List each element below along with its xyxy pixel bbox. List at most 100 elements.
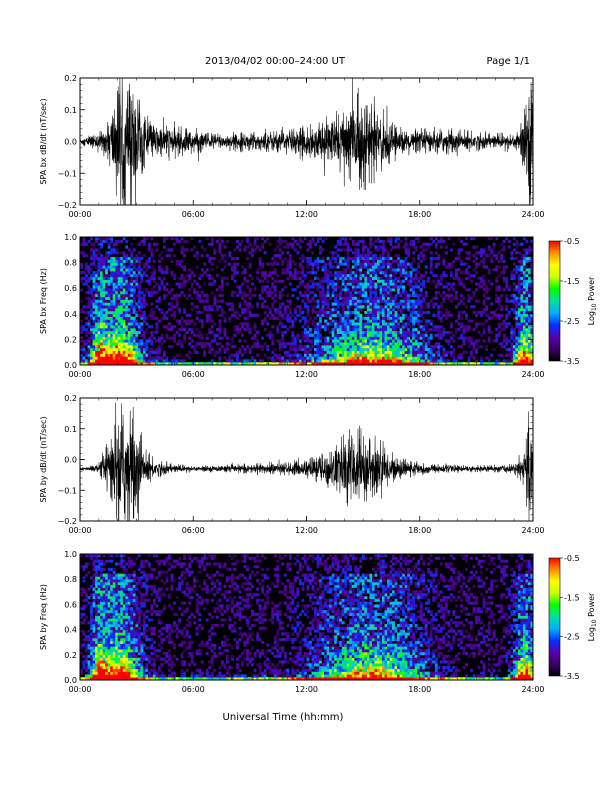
spectrogram-cell	[366, 271, 370, 275]
spectrogram-cell	[482, 262, 486, 266]
spectrogram-cell	[371, 262, 375, 266]
spectrogram-cell	[115, 305, 119, 309]
spectrogram-cell	[477, 282, 481, 286]
spectrogram-cell	[97, 276, 101, 280]
spectrogram-cell	[389, 347, 393, 352]
spectrogram-cell	[283, 256, 287, 261]
spectrogram-cell	[404, 356, 408, 360]
spectrogram-cell	[487, 356, 491, 360]
spectrogram-cell	[344, 237, 348, 241]
spectrogram-cell	[120, 288, 124, 292]
spectrogram-cell	[137, 339, 141, 343]
spectrogram-cell	[449, 330, 453, 335]
spectrogram-cell	[100, 299, 103, 303]
spectrogram-cell	[371, 268, 375, 272]
spectrogram-cell	[530, 359, 534, 363]
spectrogram-cell	[374, 262, 378, 266]
spectrogram-cell	[314, 336, 317, 340]
spectrogram-cell	[389, 328, 393, 332]
spectrogram-cell	[110, 328, 114, 332]
spectrogram-cell	[344, 362, 348, 366]
spectrogram-cell	[356, 356, 360, 360]
spectrogram-cell	[376, 256, 380, 261]
spectrogram-cell	[158, 308, 161, 312]
spectrogram-cell	[457, 345, 461, 349]
spectrogram-cell	[306, 248, 310, 252]
spectrogram-cell	[334, 322, 337, 326]
spectrogram-cell	[228, 308, 232, 312]
spectrogram-cell	[127, 308, 131, 312]
spectrogram-cell	[115, 302, 119, 306]
spectrogram-cell	[477, 339, 481, 343]
spectrogram-cell	[210, 239, 214, 243]
spectrogram-cell	[424, 302, 428, 306]
spectrogram-cell	[387, 310, 390, 315]
spectrogram-cell	[480, 322, 483, 326]
spectrogram-cell	[472, 273, 476, 278]
spectrogram-cell	[117, 251, 121, 255]
spectrogram-cell	[220, 313, 224, 317]
spectrogram-cell	[397, 256, 400, 261]
spectrogram-cell	[460, 262, 463, 266]
spectrogram-cell	[394, 350, 398, 354]
spectrogram-cell	[110, 313, 114, 317]
spectrogram-cell	[326, 356, 330, 360]
spectrogram-cell	[387, 276, 390, 280]
spectrogram-cell	[339, 313, 343, 317]
spectrogram-cell	[110, 265, 114, 269]
spectrogram-cell	[286, 259, 290, 263]
spectrogram-cell	[480, 362, 483, 366]
spectrogram-cell	[293, 347, 297, 352]
spectrogram-cell	[497, 259, 501, 263]
spectrogram-cell	[120, 339, 124, 343]
spectrogram-cell	[520, 288, 524, 292]
spectrogram-cell	[366, 333, 370, 337]
spectrogram-cell	[105, 319, 108, 323]
page-title: 2013/04/02 00:00–24:00 UT	[205, 56, 346, 67]
spectrogram-cell	[522, 262, 526, 266]
spectrogram-cell	[102, 237, 106, 241]
spectrogram-cell	[251, 248, 254, 252]
spectrogram-cell	[397, 279, 400, 283]
spectrogram-cell	[112, 279, 116, 283]
spectrogram-cell	[248, 305, 252, 309]
spectrogram-cell	[266, 347, 270, 352]
spectrogram-cell	[100, 333, 103, 337]
spectrogram-cell	[261, 285, 265, 289]
spectrogram-cell	[419, 325, 423, 329]
spectrogram-cell	[85, 657, 88, 661]
spectrogram-cell	[507, 245, 511, 249]
spectrogram-cell	[394, 237, 398, 241]
spectrogram-cell	[95, 288, 98, 292]
spectrogram-cell	[100, 347, 103, 352]
spectrogram-cell	[130, 308, 134, 312]
spectrogram-cell	[349, 279, 353, 283]
spectrogram-cell	[339, 336, 343, 340]
spectrogram-cell	[220, 279, 224, 283]
spectrogram-cell	[449, 362, 453, 366]
spectrogram-cell	[369, 356, 373, 360]
spectrogram-cell	[175, 259, 179, 263]
spectrogram-cell	[409, 362, 413, 366]
spectrogram-cell	[263, 342, 267, 346]
spectrogram-cell	[447, 237, 451, 241]
spectrogram-cell	[402, 328, 405, 332]
spectrogram-cell	[414, 302, 418, 306]
spectrogram-cell	[392, 310, 395, 315]
spectrogram-cell	[208, 319, 212, 323]
spectrogram-cell	[346, 254, 350, 258]
spectrogram-cell	[130, 273, 134, 278]
spectrogram-cell	[336, 239, 340, 243]
spectrogram-cell	[344, 268, 348, 272]
spectrogram-cell	[316, 282, 320, 286]
spectrogram-cell	[132, 356, 136, 360]
spectrogram-cell	[346, 296, 350, 300]
spectrogram-cell	[293, 308, 297, 312]
spectrogram-cell	[236, 356, 239, 360]
spectrogram-cell	[517, 319, 521, 323]
spectrogram-cell	[296, 285, 300, 289]
spectrogram-cell	[505, 276, 509, 280]
spectrogram-cell	[475, 271, 478, 275]
spectrogram-cell	[253, 237, 257, 241]
spectrogram-cell	[522, 276, 526, 280]
